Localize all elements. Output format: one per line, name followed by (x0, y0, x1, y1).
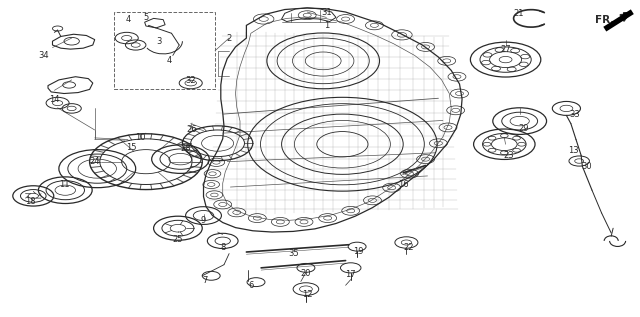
Text: 34: 34 (38, 51, 49, 60)
Text: 11: 11 (59, 180, 69, 189)
Text: 32: 32 (186, 76, 196, 85)
Text: 28: 28 (180, 145, 191, 153)
Text: 22: 22 (403, 243, 413, 252)
Text: 25: 25 (173, 235, 183, 244)
Text: 2: 2 (227, 34, 232, 42)
Text: 17: 17 (346, 270, 356, 279)
Bar (114, 12, 215, 89)
Text: 16: 16 (398, 180, 408, 189)
Text: 21: 21 (513, 9, 524, 18)
Text: 14: 14 (49, 95, 60, 104)
Text: 30: 30 (581, 162, 591, 171)
Text: 15: 15 (126, 143, 136, 152)
Text: 23: 23 (504, 152, 514, 160)
Text: 18: 18 (26, 197, 36, 206)
Text: 35: 35 (288, 249, 298, 258)
Text: 1: 1 (324, 21, 329, 30)
Text: 19: 19 (353, 247, 364, 256)
Text: 33: 33 (570, 110, 580, 119)
Text: 4: 4 (125, 15, 131, 23)
Text: 24: 24 (90, 157, 100, 166)
Text: 31: 31 (321, 8, 332, 17)
Text: 9: 9 (201, 217, 206, 225)
Text: 3: 3 (156, 37, 161, 46)
Text: 5: 5 (143, 13, 148, 22)
Text: 20: 20 (301, 269, 311, 278)
Text: 6: 6 (249, 281, 254, 290)
Text: 27: 27 (500, 45, 511, 54)
Text: 13: 13 (568, 146, 579, 155)
Text: 26: 26 (187, 126, 197, 134)
Text: 7: 7 (202, 276, 207, 285)
Text: 8: 8 (220, 243, 225, 252)
Text: 12: 12 (302, 290, 312, 299)
Text: 29: 29 (518, 124, 529, 133)
Text: FR.: FR. (595, 15, 614, 25)
Text: 10: 10 (136, 133, 146, 142)
Text: 4: 4 (167, 56, 172, 65)
